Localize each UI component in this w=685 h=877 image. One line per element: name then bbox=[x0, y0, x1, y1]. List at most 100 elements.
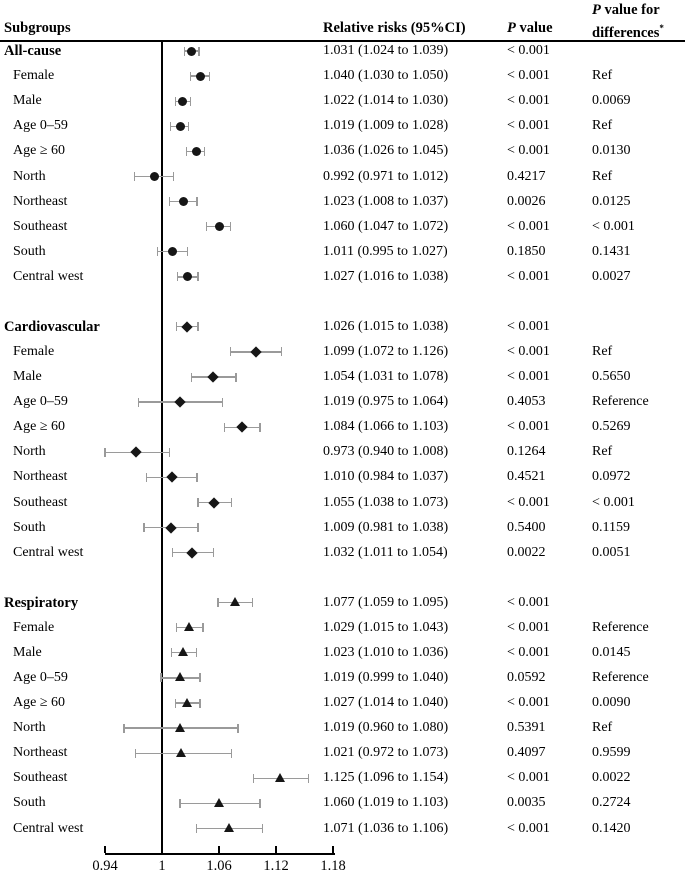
rr-ci-text: 1.010 (0.984 to 1.037) bbox=[323, 469, 449, 485]
row-label: Respiratory bbox=[4, 594, 79, 611]
row-label: Northeast bbox=[13, 745, 68, 761]
point-marker-triangle bbox=[229, 597, 240, 607]
p-value-text: 0.1264 bbox=[507, 444, 546, 460]
ci-cap-high bbox=[197, 523, 199, 533]
rr-ci-text: 1.023 (1.010 to 1.036) bbox=[323, 644, 449, 660]
ci-cap-high bbox=[172, 172, 175, 181]
p-diff-text: Ref bbox=[592, 168, 613, 184]
rr-ci-text: 1.019 (0.999 to 1.040) bbox=[323, 669, 449, 685]
p-value-text: 0.4097 bbox=[507, 745, 546, 761]
point-marker-diamond bbox=[186, 547, 199, 559]
p-value-text: 0.5391 bbox=[507, 720, 546, 736]
point-marker-diamond bbox=[250, 346, 262, 358]
p-value-text: < 0.001 bbox=[507, 644, 550, 660]
rr-ci-text: 1.019 (1.009 to 1.028) bbox=[323, 118, 449, 134]
p-value-text: 0.0026 bbox=[507, 193, 546, 209]
ci-cap-low bbox=[170, 648, 173, 658]
rr-ci-text: 1.036 (1.026 to 1.045) bbox=[323, 143, 449, 159]
p-diff-text: 0.1159 bbox=[592, 519, 630, 535]
point-marker-triangle bbox=[223, 823, 234, 832]
column-header-p-value: P value bbox=[507, 20, 553, 37]
ci-cap-low bbox=[146, 472, 148, 482]
p-diff-text: Ref bbox=[592, 68, 613, 84]
row-label: Northeast bbox=[13, 469, 68, 485]
ci-cap-low bbox=[134, 748, 137, 758]
rr-ci-text: 1.026 (1.015 to 1.038) bbox=[323, 318, 449, 334]
p-diff-text: 0.0051 bbox=[592, 544, 631, 560]
row-label: Age 0–59 bbox=[13, 669, 68, 685]
row-label: Southeast bbox=[13, 770, 68, 786]
p-diff-line1-rest: value for bbox=[600, 2, 660, 18]
point-marker-circle bbox=[186, 46, 196, 56]
p-value-text: < 0.001 bbox=[507, 218, 550, 234]
rr-ci-text: 1.021 (0.972 to 1.073) bbox=[323, 745, 449, 761]
ci-cap-high bbox=[186, 247, 189, 257]
ci-cap-high bbox=[189, 96, 192, 106]
row-label: Female bbox=[13, 343, 55, 359]
point-marker-diamond bbox=[181, 321, 193, 333]
ci-cap-low bbox=[168, 197, 171, 207]
point-marker-triangle bbox=[182, 697, 193, 707]
p-diff-text: 0.5650 bbox=[592, 369, 631, 384]
point-marker-diamond bbox=[207, 371, 219, 383]
p-value-text: < 0.001 bbox=[507, 318, 550, 334]
ci-cap-high bbox=[230, 748, 233, 758]
ci-cap-low bbox=[133, 172, 136, 181]
rr-ci-text: 1.055 (1.038 to 1.073) bbox=[323, 494, 449, 510]
x-axis-tick-label: 0.94 bbox=[92, 858, 118, 874]
ci-cap-low bbox=[174, 698, 176, 708]
p-value-text: 0.1850 bbox=[507, 243, 546, 259]
ci-cap-high bbox=[259, 422, 261, 432]
ci-cap-low bbox=[189, 71, 192, 81]
ci-cap-low bbox=[169, 121, 172, 131]
p-value-text: 0.4521 bbox=[507, 469, 546, 485]
ci-cap-low bbox=[195, 824, 197, 833]
x-axis-tick bbox=[332, 846, 334, 853]
p-value-text: < 0.001 bbox=[507, 43, 550, 58]
column-header-relative-risks: Relative risks (95%CI) bbox=[323, 20, 466, 36]
ci-cap-high bbox=[187, 121, 190, 131]
row-label: Central west bbox=[13, 820, 84, 836]
ci-cap-high bbox=[202, 623, 204, 633]
rr-ci-text: 1.077 (1.059 to 1.095) bbox=[323, 594, 449, 610]
x-axis-line bbox=[105, 853, 335, 855]
point-marker-diamond bbox=[174, 396, 186, 408]
p-value-text: 0.4217 bbox=[507, 168, 546, 184]
x-axis-tick bbox=[218, 846, 220, 853]
ci-cap-high bbox=[197, 272, 199, 282]
ci-cap-low bbox=[143, 523, 145, 533]
x-axis-tick bbox=[104, 846, 106, 853]
rr-ci-text: 1.011 (0.995 to 1.027) bbox=[323, 243, 448, 259]
ci-cap-high bbox=[199, 698, 201, 708]
p-value-text: < 0.001 bbox=[507, 494, 550, 510]
p-diff-text: 0.0125 bbox=[592, 193, 631, 209]
p-diff-asterisk: * bbox=[659, 23, 664, 33]
x-axis-tick-label: 1 bbox=[158, 858, 166, 874]
rr-ci-text: 1.023 (1.008 to 1.037) bbox=[323, 193, 449, 209]
p-diff-text: 0.9599 bbox=[592, 745, 631, 761]
point-marker-circle bbox=[195, 71, 205, 81]
ci-cap-low bbox=[179, 798, 181, 808]
p-diff-text: 0.0145 bbox=[592, 644, 631, 660]
ci-cap-high bbox=[230, 498, 233, 507]
rr-ci-text: 1.040 (1.030 to 1.050) bbox=[323, 68, 449, 84]
p-diff-text: 0.0972 bbox=[592, 469, 631, 485]
point-marker-triangle bbox=[174, 672, 185, 682]
column-header-p-diff-line1: P value for bbox=[592, 2, 660, 19]
p-value-italic-p: P bbox=[507, 20, 516, 36]
ci-cap-high bbox=[222, 397, 224, 407]
ci-cap-low bbox=[175, 623, 177, 633]
point-marker-triangle bbox=[174, 722, 185, 732]
p-value-text: < 0.001 bbox=[507, 419, 550, 435]
row-label: Age ≥ 60 bbox=[13, 695, 66, 710]
ci-cap-low bbox=[174, 96, 176, 106]
p-value-text: < 0.001 bbox=[507, 68, 550, 84]
ci-cap-high bbox=[259, 798, 261, 808]
row-label: Cardiovascular bbox=[4, 318, 100, 335]
rr-ci-text: 1.032 (1.011 to 1.054) bbox=[323, 544, 448, 560]
rr-ci-text: 1.054 (1.031 to 1.078) bbox=[323, 369, 449, 384]
row-label: Age 0–59 bbox=[13, 118, 68, 134]
p-diff-text: 0.0069 bbox=[592, 93, 631, 109]
ci-cap-low bbox=[175, 322, 177, 332]
